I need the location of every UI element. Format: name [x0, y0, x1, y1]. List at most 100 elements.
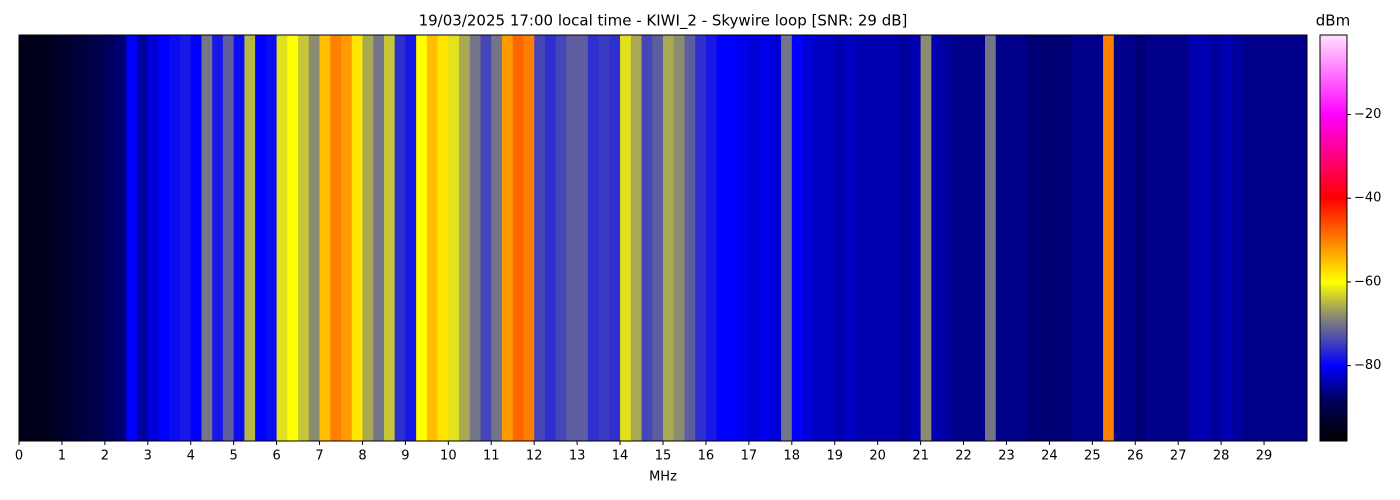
heatmap-cell — [233, 35, 245, 441]
heatmap-cell — [1253, 35, 1265, 441]
heatmap-cell — [845, 35, 857, 441]
heatmap-cell — [72, 35, 84, 441]
heatmap-cell — [1070, 35, 1083, 441]
heatmap-cell — [287, 35, 299, 441]
heatmap-cell — [684, 35, 696, 441]
heatmap-cell — [137, 35, 149, 441]
heatmap-cell — [738, 35, 750, 441]
heatmap-cell — [555, 35, 567, 441]
heatmap-cell — [1060, 35, 1072, 441]
heatmap-cell — [394, 35, 406, 441]
x-tick-label: 28 — [1213, 449, 1230, 464]
heatmap-cell — [19, 35, 31, 441]
heatmap-cell — [373, 35, 385, 441]
x-tick-label: 6 — [272, 449, 280, 464]
heatmap-cell — [952, 35, 965, 441]
heatmap-cell — [1231, 35, 1244, 441]
heatmap-cell — [94, 35, 106, 441]
x-tick-label: 23 — [998, 449, 1015, 464]
heatmap-cell — [598, 35, 610, 441]
colorbar-label: dBm — [1316, 12, 1350, 30]
x-tick-label: 4 — [187, 449, 195, 464]
heatmap-cell — [1156, 35, 1168, 441]
heatmap-cell — [523, 35, 535, 441]
heatmap-cell — [813, 35, 825, 441]
heatmap-cell — [308, 35, 321, 441]
heatmap-cell — [158, 35, 170, 441]
heatmap-cell — [1210, 35, 1222, 441]
heatmap-cell — [351, 35, 363, 441]
heatmap-cell — [652, 35, 664, 441]
heatmap-cell — [834, 35, 846, 441]
heatmap-cell — [1242, 35, 1254, 441]
heatmap-cell — [1146, 35, 1158, 441]
heatmap-cell — [866, 35, 879, 441]
heatmap-cell — [448, 35, 460, 441]
x-tick-label: 11 — [483, 449, 500, 464]
heatmap-cell — [727, 35, 739, 441]
heatmap-cell — [534, 35, 546, 441]
heatmap-cell — [630, 35, 643, 441]
x-tick-label: 0 — [15, 449, 23, 464]
heatmap-cell — [276, 35, 288, 441]
x-tick-label: 25 — [1084, 449, 1101, 464]
heatmap-cell — [298, 35, 310, 441]
heatmap-cell — [426, 35, 439, 441]
heatmap-cell — [888, 35, 900, 441]
x-tick-label: 7 — [315, 449, 323, 464]
heatmap-cell — [383, 35, 396, 441]
heatmap-cell — [716, 35, 728, 441]
heatmap-cell — [169, 35, 181, 441]
x-tick-label: 5 — [230, 449, 238, 464]
heatmap-cell — [566, 35, 578, 441]
heatmap-cell — [791, 35, 804, 441]
heatmap-cell — [212, 35, 224, 441]
x-tick-label: 18 — [784, 449, 801, 464]
heatmap-cell — [1113, 35, 1126, 441]
heatmap-cell — [1296, 35, 1308, 441]
x-tick-label: 29 — [1256, 449, 1273, 464]
heatmap-cell — [416, 35, 428, 441]
x-tick-label: 17 — [741, 449, 758, 464]
heatmap-cell — [512, 35, 524, 441]
heatmap-cell — [29, 35, 41, 441]
colorbar — [1319, 34, 1348, 442]
heatmap-cell — [781, 35, 793, 441]
heatmap-cell — [319, 35, 331, 441]
x-tick-label: 22 — [955, 449, 972, 464]
heatmap-cell — [1103, 35, 1115, 441]
heatmap-cell — [40, 35, 52, 441]
x-tick-label: 21 — [912, 449, 929, 464]
heatmap-cell — [1038, 35, 1050, 441]
heatmap-cell — [587, 35, 600, 441]
heatmap-cell — [620, 35, 632, 441]
heatmap-cell — [255, 35, 267, 441]
chart-title: 19/03/2025 17:00 local time - KIWI_2 - S… — [419, 12, 908, 31]
heatmap-cell — [51, 35, 63, 441]
heatmap-cell — [974, 35, 986, 441]
heatmap-cell — [1167, 35, 1179, 441]
x-tick-label: 27 — [1170, 449, 1187, 464]
heatmap-cell — [330, 35, 342, 441]
heatmap-cell — [942, 35, 954, 441]
heatmap-cell — [856, 35, 868, 441]
heatmap-cell — [920, 35, 932, 441]
x-tick-label: 24 — [1041, 449, 1058, 464]
x-tick-label: 15 — [655, 449, 672, 464]
colorbar-tick-label: −40 — [1354, 191, 1381, 206]
heatmap-cell — [759, 35, 771, 441]
heatmap-cell — [1188, 35, 1201, 441]
heatmap-cell — [695, 35, 707, 441]
heatmap-cell — [609, 35, 621, 441]
colorbar-tick-label: −20 — [1354, 107, 1381, 122]
heatmap-cell — [147, 35, 160, 441]
heatmap-cell — [126, 35, 138, 441]
heatmap-cell — [1221, 35, 1233, 441]
heatmap-cell — [748, 35, 761, 441]
colorbar-tick-label: −80 — [1354, 358, 1381, 373]
heatmap-cell — [469, 35, 482, 441]
heatmap-cell — [222, 35, 235, 441]
heatmap-cell — [341, 35, 353, 441]
heatmap-cell — [1285, 35, 1297, 441]
heatmap-cell — [931, 35, 943, 441]
